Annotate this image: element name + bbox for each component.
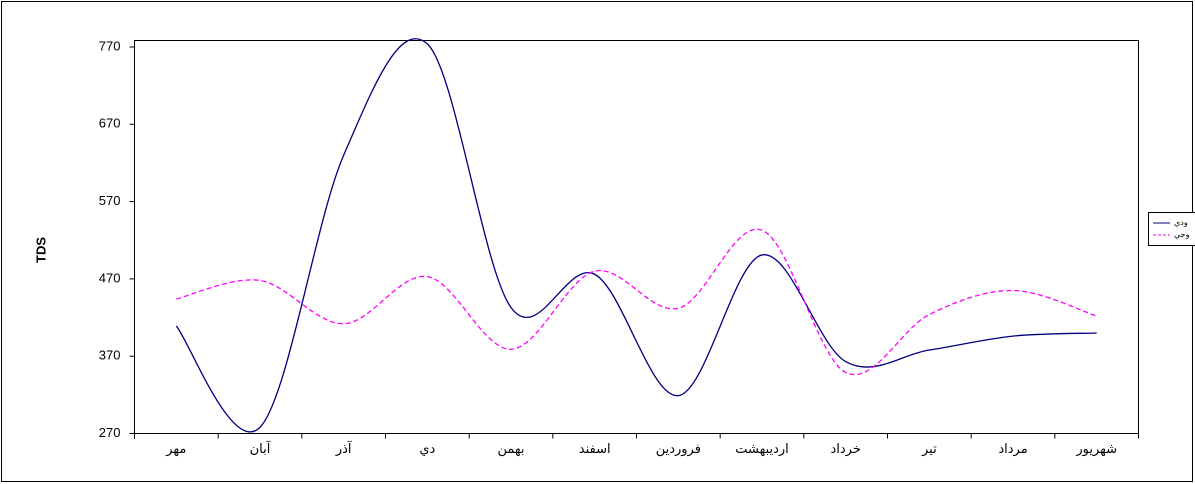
legend-label: وجي	[1174, 230, 1190, 239]
legend-label: ودي	[1174, 218, 1188, 227]
x-tick-label: مرداد	[998, 441, 1027, 457]
plot-area	[134, 40, 1139, 434]
series-line	[175, 38, 1097, 433]
y-tick-label: 770	[99, 38, 121, 53]
y-tick-label: 370	[99, 348, 121, 363]
legend	[1148, 212, 1195, 246]
x-tick-label: مهر	[165, 441, 186, 457]
series-line	[176, 228, 1097, 376]
y-tick-label: 570	[99, 193, 121, 208]
x-tick-label: اسفند	[579, 441, 611, 456]
x-tick-label: شهريور	[1075, 441, 1117, 457]
x-tick-label: دي	[419, 441, 435, 456]
y-axis-label: TDS	[33, 237, 48, 263]
y-tick-label: 670	[99, 116, 121, 131]
x-tick-label: تير	[921, 441, 937, 457]
y-tick-label: 470	[99, 270, 121, 285]
x-tick-label: خرداد	[830, 441, 860, 457]
x-tick-label: آبان	[250, 440, 272, 456]
x-tick-label: فروردين	[656, 441, 701, 457]
x-tick-label: بهمن	[497, 441, 524, 457]
x-tick-label: آذر	[335, 440, 353, 457]
x-tick-label: ارديبهشت	[735, 441, 789, 457]
y-tick-label: 270	[99, 425, 121, 440]
